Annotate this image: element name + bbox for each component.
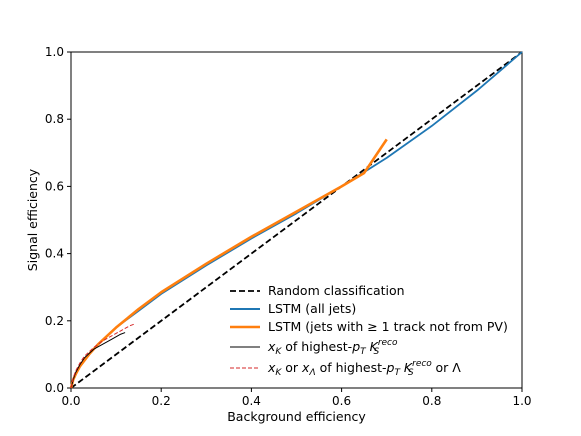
legend-label-lstm-all: LSTM (all jets) (268, 301, 356, 316)
x-tick-label: 0.4 (242, 394, 261, 408)
x-tick-label: 0.6 (332, 394, 351, 408)
legend-label-lstm-track: LSTM (jets with ≥ 1 track not from PV) (268, 319, 508, 334)
x-tick-label: 0.0 (61, 394, 80, 408)
y-tick-label: 0.8 (45, 112, 64, 126)
x-tick-label: 0.8 (422, 394, 441, 408)
axis-ticks: 0.0 0.2 0.4 0.6 0.8 1.0 0.0 0.2 0.4 0.6 0.8 1.0 (45, 45, 532, 408)
legend-label-xk: xK of highest-pT Kreco S (267, 338, 398, 357)
series-line-0 (70, 51, 523, 389)
series-line-4 (70, 323, 135, 389)
series-line-3 (70, 332, 126, 389)
y-axis-label: Signal efficiency (25, 168, 40, 271)
plot-frame (70, 51, 523, 389)
legend: Random classification LSTM (all jets) LS… (230, 283, 508, 378)
x-tick-label: 1.0 (512, 394, 531, 408)
y-tick-label: 0.4 (45, 247, 64, 261)
x-axis-label: Background efficiency (227, 409, 366, 424)
y-tick-label: 1.0 (45, 45, 64, 59)
x-tick-label: 0.2 (152, 394, 171, 408)
y-tick-label: 0.0 (45, 381, 64, 395)
series-line-2 (69, 138, 388, 389)
y-tick-label: 0.2 (45, 314, 64, 328)
series-layer (69, 51, 523, 389)
legend-label-random: Random classification (268, 283, 405, 298)
legend-label-xk-xl: xK or xΛ of highest-pT Kreco S or Λ (267, 359, 461, 378)
y-tick-label: 0.6 (45, 179, 64, 193)
